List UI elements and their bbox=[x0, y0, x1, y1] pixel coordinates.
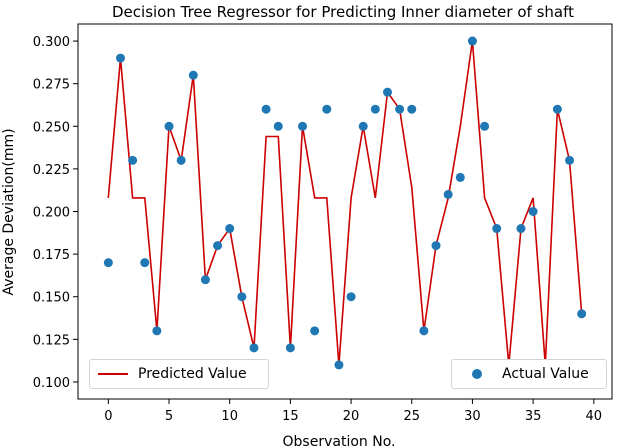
y-tick-label: 0.225 bbox=[33, 163, 70, 178]
actual-value-point bbox=[407, 104, 417, 114]
y-tick-label: 0.200 bbox=[33, 206, 70, 221]
actual-value-point bbox=[261, 104, 271, 114]
actual-value-point bbox=[358, 121, 368, 131]
actual-series bbox=[103, 36, 587, 370]
predicted-series bbox=[107, 40, 583, 365]
actual-value-point bbox=[213, 241, 223, 251]
actual-value-point bbox=[492, 224, 502, 234]
x-tick-label: 20 bbox=[343, 409, 360, 424]
actual-value-point bbox=[273, 121, 283, 131]
actual-value-point bbox=[395, 104, 405, 114]
actual-value-point bbox=[370, 104, 380, 114]
actual-value-point bbox=[176, 155, 186, 165]
actual-value-point bbox=[346, 292, 356, 302]
axis-ticks: 0 5 10 15 20 25 30 35 40 0.100 0.125 0.150 0.175 0.20… bbox=[33, 35, 602, 424]
actual-value-point bbox=[164, 121, 174, 131]
actual-value-point bbox=[249, 343, 259, 353]
x-tick-label: 40 bbox=[586, 409, 603, 424]
legend-line-swatch bbox=[98, 373, 128, 375]
actual-value-point bbox=[528, 207, 538, 216]
actual-value-point bbox=[128, 155, 138, 165]
actual-value-point bbox=[188, 70, 198, 80]
predicted-value-line bbox=[107, 40, 583, 365]
x-tick-label: 15 bbox=[282, 409, 299, 424]
actual-value-point bbox=[237, 292, 247, 302]
y-tick-label: 0.300 bbox=[33, 35, 70, 50]
x-tick-label: 35 bbox=[525, 409, 542, 424]
x-tick-label: 30 bbox=[464, 409, 481, 424]
x-axis-label: Observation No. bbox=[283, 434, 396, 448]
actual-value-point bbox=[480, 121, 490, 131]
actual-value-point bbox=[455, 172, 465, 182]
actual-value-point bbox=[443, 189, 453, 199]
actual-value-point bbox=[334, 360, 344, 370]
y-axis-label: Average Deviation(mm) bbox=[1, 128, 17, 295]
y-tick-label: 0.175 bbox=[33, 248, 70, 263]
actual-value-point bbox=[200, 275, 210, 285]
actual-value-point bbox=[552, 104, 562, 114]
actual-value-point bbox=[577, 309, 587, 319]
y-tick-label: 0.250 bbox=[33, 120, 70, 135]
actual-value-point bbox=[140, 258, 150, 268]
actual-value-point bbox=[467, 36, 477, 46]
actual-value-point bbox=[103, 258, 113, 268]
actual-value-point bbox=[419, 326, 429, 336]
actual-value-point bbox=[115, 53, 125, 63]
actual-value-point bbox=[382, 87, 392, 97]
actual-value-point bbox=[225, 224, 235, 234]
actual-value-point bbox=[298, 121, 308, 131]
legend-dot-swatch bbox=[472, 369, 482, 379]
actual-value-point bbox=[152, 326, 162, 336]
x-tick-label: 5 bbox=[165, 409, 173, 424]
actual-value-point bbox=[310, 326, 320, 336]
actual-value-point bbox=[431, 241, 441, 251]
legend-actual: Actual Value bbox=[451, 359, 607, 389]
x-tick-label: 25 bbox=[403, 409, 420, 424]
x-tick-label: 10 bbox=[221, 409, 238, 424]
legend-actual-label: Actual Value bbox=[502, 366, 589, 382]
legend-predicted-label: Predicted Value bbox=[138, 366, 247, 382]
actual-value-point bbox=[516, 224, 526, 234]
y-tick-label: 0.125 bbox=[33, 333, 70, 348]
x-tick-label: 0 bbox=[104, 409, 112, 424]
legend-predicted: Predicted Value bbox=[89, 359, 269, 389]
chart-title: Decision Tree Regressor for Predicting I… bbox=[112, 3, 574, 21]
actual-value-point bbox=[322, 104, 332, 114]
y-tick-label: 0.150 bbox=[33, 291, 70, 306]
y-tick-label: 0.275 bbox=[33, 78, 70, 93]
actual-value-point bbox=[565, 155, 575, 165]
y-tick-label: 0.100 bbox=[33, 376, 70, 391]
actual-value-point bbox=[285, 343, 295, 353]
